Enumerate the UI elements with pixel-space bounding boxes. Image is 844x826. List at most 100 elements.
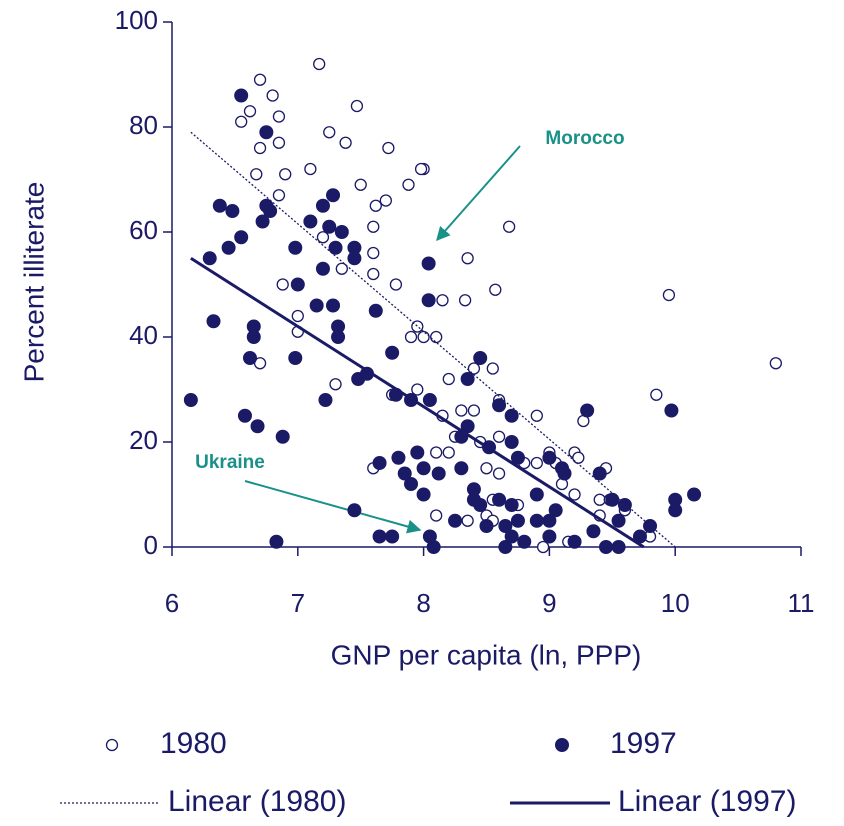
point: [234, 88, 249, 103]
point: [668, 503, 683, 518]
point: [322, 219, 337, 234]
x-tick-label: 10: [661, 588, 690, 618]
point: [580, 403, 595, 418]
point: [467, 362, 481, 375]
point: [291, 309, 304, 323]
point: [246, 330, 261, 344]
point: [529, 513, 544, 528]
annotation-arrow: [244, 480, 422, 534]
point: [221, 240, 236, 255]
point: [458, 294, 472, 307]
point: [504, 529, 519, 544]
point: [436, 294, 449, 307]
point: [498, 540, 513, 554]
point: [313, 57, 326, 71]
point: [369, 199, 382, 212]
point: [329, 378, 342, 391]
point: [411, 320, 424, 333]
x-tick-label: 8: [416, 588, 430, 618]
legend-marker: [105, 738, 119, 752]
point: [611, 540, 626, 554]
point: [315, 261, 330, 276]
legend-label: 1980: [160, 727, 227, 760]
point: [417, 330, 430, 344]
point: [288, 240, 303, 255]
point: [517, 534, 532, 549]
point: [397, 466, 412, 481]
point: [411, 383, 424, 396]
point: [272, 136, 286, 149]
point: [492, 430, 506, 443]
point: [454, 461, 469, 476]
point: [335, 262, 348, 275]
point: [272, 189, 286, 202]
point: [379, 194, 393, 207]
y-axis-label: Percent illiterate: [18, 182, 49, 383]
point: [266, 89, 279, 102]
point: [504, 435, 519, 449]
y-tick-label: 0: [144, 530, 158, 560]
point: [328, 240, 343, 255]
point: [504, 498, 519, 512]
point: [460, 372, 475, 386]
point: [331, 330, 346, 344]
point: [225, 204, 240, 218]
point: [414, 162, 428, 176]
legend-label: Linear (1980): [168, 785, 346, 818]
point: [402, 178, 415, 191]
point: [421, 293, 436, 308]
point: [422, 393, 437, 407]
point: [255, 214, 270, 229]
point: [303, 214, 318, 229]
point: [769, 357, 782, 370]
point: [498, 519, 513, 533]
point: [473, 351, 488, 365]
y-tick-label: 60: [129, 215, 158, 245]
point: [235, 115, 248, 128]
point: [334, 225, 349, 239]
point: [529, 487, 544, 502]
point: [510, 513, 525, 528]
point: [431, 466, 446, 481]
point: [269, 534, 284, 549]
point: [389, 278, 403, 291]
point: [542, 450, 557, 465]
point: [442, 372, 455, 386]
point: [480, 462, 493, 475]
annotation-arrow: [436, 145, 521, 242]
point: [354, 178, 367, 191]
point: [461, 252, 474, 265]
point: [382, 141, 395, 155]
point: [272, 110, 286, 123]
point: [250, 419, 265, 434]
legend-label: Linear (1997): [618, 785, 796, 818]
x-tick-label: 6: [165, 588, 179, 618]
point: [430, 446, 443, 459]
point: [492, 467, 506, 480]
point: [486, 362, 499, 375]
point: [183, 393, 198, 407]
point: [504, 408, 519, 423]
point: [455, 404, 468, 417]
point: [367, 220, 380, 233]
point: [275, 429, 290, 444]
point: [347, 251, 362, 266]
point: [502, 220, 516, 233]
point: [339, 136, 352, 149]
point: [385, 529, 400, 544]
point: [421, 256, 436, 271]
point: [206, 314, 221, 329]
point: [243, 105, 257, 118]
legend-label: 1997: [610, 727, 677, 760]
point: [430, 509, 443, 522]
point: [372, 456, 387, 470]
y-tick-label: 100: [115, 5, 158, 35]
point: [253, 73, 267, 86]
point: [650, 388, 663, 401]
point: [568, 488, 581, 501]
point: [288, 351, 303, 365]
point: [367, 246, 380, 260]
x-axis-label: GNP per capita (ln, PPP): [331, 639, 642, 670]
point: [592, 466, 607, 481]
point: [599, 540, 614, 554]
